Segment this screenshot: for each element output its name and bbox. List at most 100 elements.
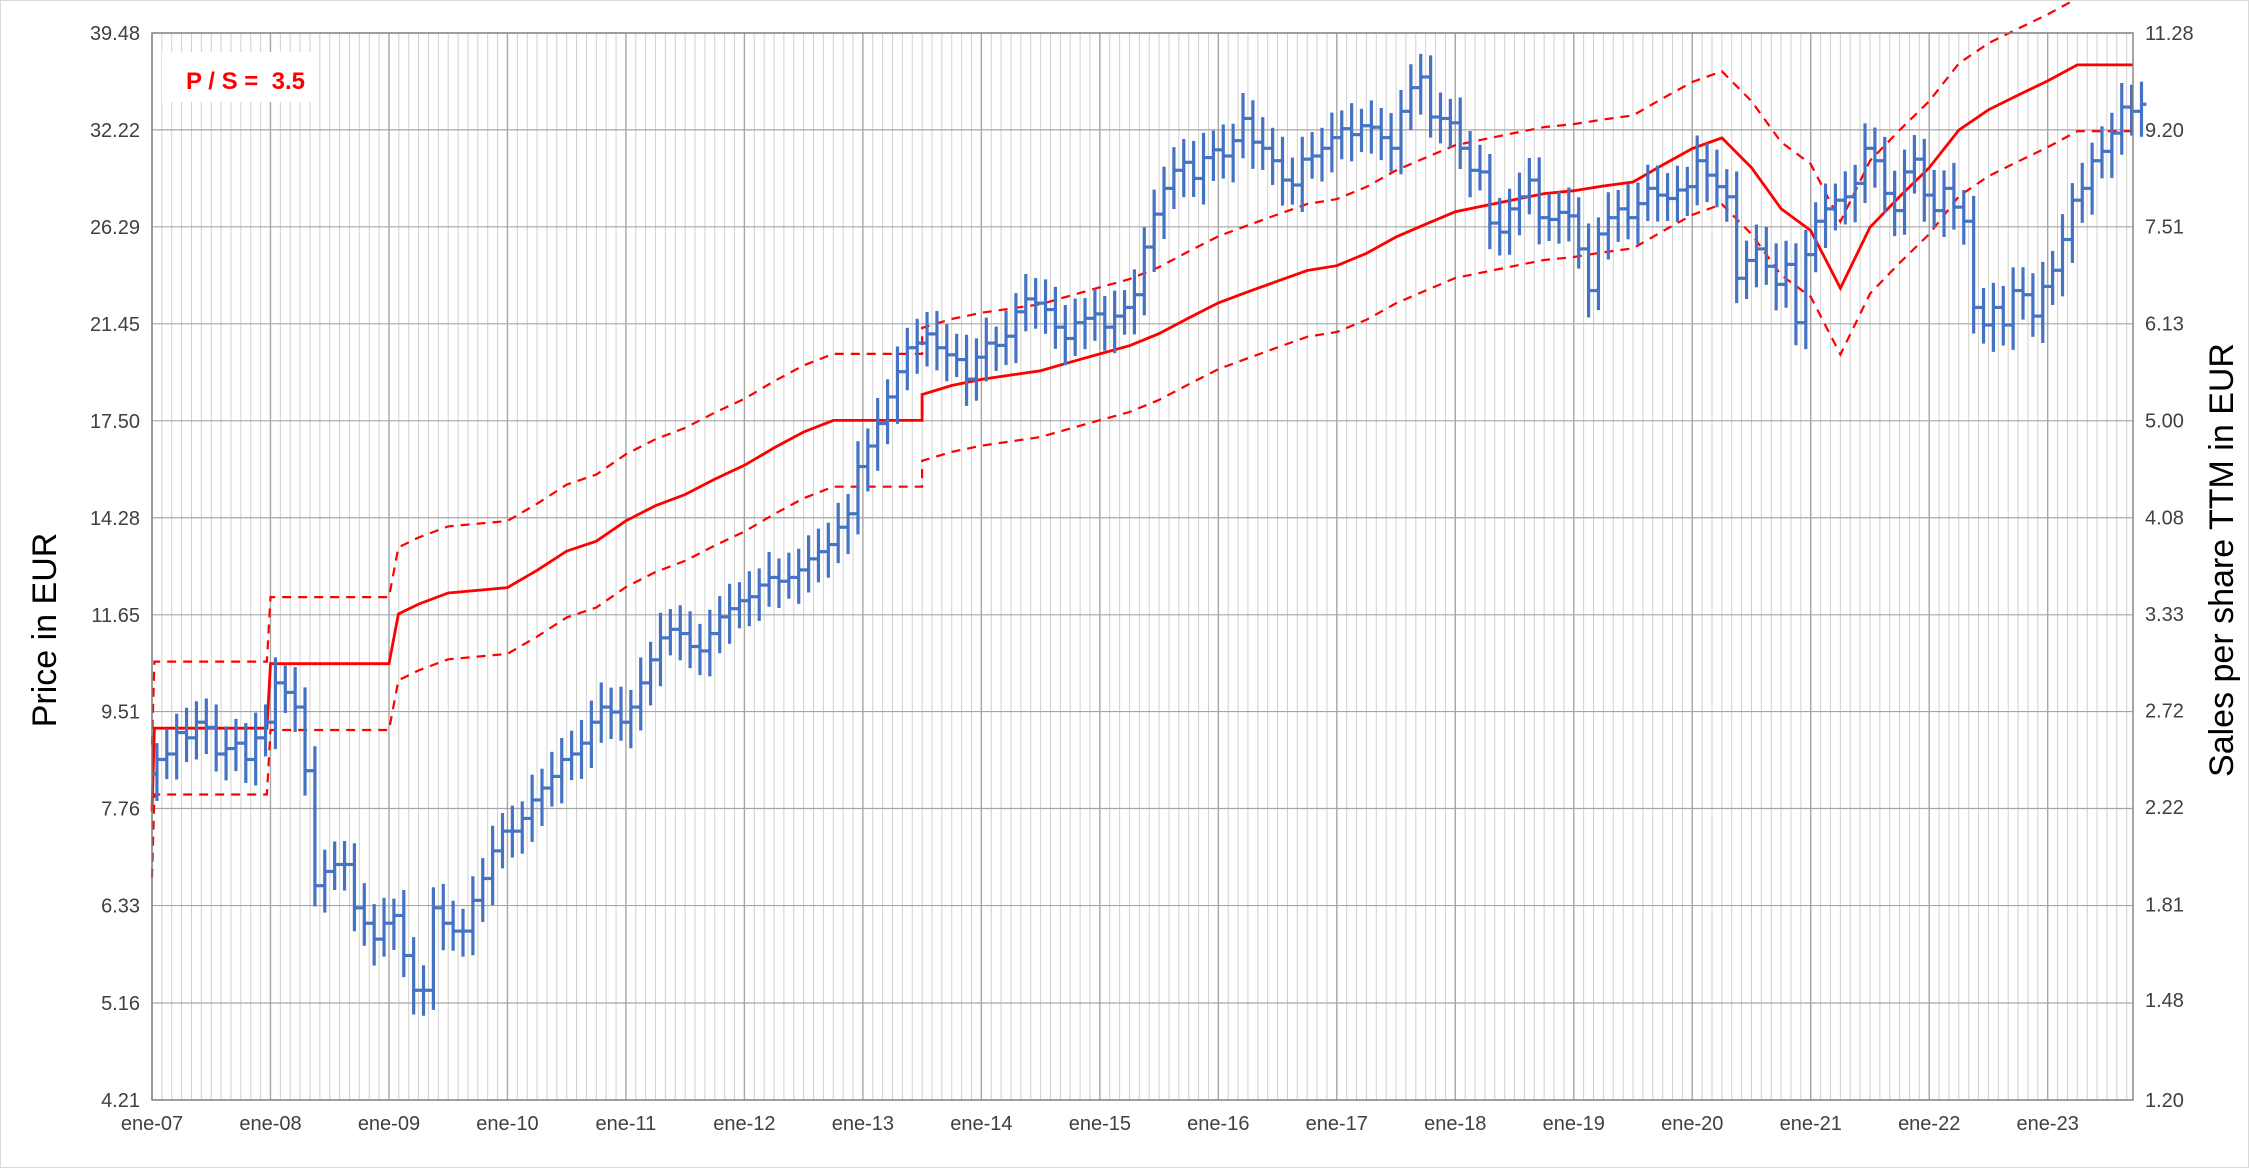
price-bar bbox=[418, 965, 429, 1016]
price-bar bbox=[1781, 240, 1791, 308]
price-bar bbox=[1948, 162, 1959, 230]
price-bar bbox=[2047, 250, 2058, 305]
price-bar bbox=[1307, 132, 1318, 179]
price-bar bbox=[1800, 229, 1811, 350]
price-bar bbox=[1129, 269, 1140, 335]
price-bar bbox=[1929, 169, 1940, 229]
price-bar bbox=[1297, 136, 1308, 212]
price-bar bbox=[1040, 279, 1051, 334]
y-right-tick-label: 2.72 bbox=[2145, 700, 2184, 722]
price-bar bbox=[1751, 224, 1762, 288]
price-bar bbox=[1484, 154, 1495, 250]
y-right-tick-label: 1.81 bbox=[2145, 894, 2184, 916]
price-bar bbox=[1662, 173, 1673, 222]
price-bar bbox=[1721, 169, 1732, 222]
price-bar bbox=[635, 657, 646, 731]
price-bar bbox=[1899, 149, 1910, 235]
price-bar bbox=[1494, 197, 1505, 256]
price-bar bbox=[1267, 127, 1278, 185]
price-bar bbox=[714, 596, 725, 654]
x-tick-label: ene-16 bbox=[1187, 1113, 1249, 1135]
price-bar bbox=[912, 318, 923, 374]
price-bar bbox=[171, 713, 182, 780]
x-tick-label: ene-11 bbox=[596, 1113, 657, 1135]
price-bar bbox=[1504, 188, 1515, 255]
price-bar bbox=[1583, 223, 1594, 318]
price-bar bbox=[1119, 290, 1130, 335]
price-bar bbox=[428, 887, 439, 1010]
price-bar bbox=[290, 667, 301, 732]
price-bar bbox=[1840, 171, 1851, 225]
price-bar bbox=[1277, 136, 1288, 206]
y-left-tick-label: 7.76 bbox=[101, 798, 140, 820]
price-bar bbox=[803, 535, 814, 593]
price-bar bbox=[2027, 273, 2038, 337]
price-bar bbox=[2087, 142, 2098, 215]
price-bar bbox=[645, 641, 656, 706]
price-bar bbox=[734, 582, 745, 629]
price-bar bbox=[1682, 166, 1693, 217]
price-bar bbox=[1326, 112, 1337, 173]
price-bar bbox=[961, 334, 972, 406]
price-bar bbox=[991, 326, 1002, 371]
price-bar bbox=[1534, 157, 1545, 245]
price-bar bbox=[1909, 135, 1920, 194]
price-bar bbox=[1475, 144, 1485, 191]
price-bar bbox=[369, 904, 380, 966]
price-bar bbox=[1524, 157, 1535, 215]
price-bar bbox=[319, 849, 330, 913]
price-bar bbox=[1939, 170, 1949, 238]
y-right-tick-label: 5.00 bbox=[2145, 410, 2184, 432]
price-bar bbox=[1030, 278, 1041, 329]
y-right-tick-label: 2.22 bbox=[2145, 797, 2184, 819]
price-bar bbox=[191, 701, 202, 760]
price-bar bbox=[1257, 117, 1268, 170]
price-bar bbox=[1386, 112, 1397, 172]
x-tick-label: ene-17 bbox=[1306, 1113, 1368, 1135]
price-bar bbox=[754, 568, 765, 621]
price-bar bbox=[616, 686, 626, 741]
price-bar bbox=[260, 704, 271, 757]
price-bar bbox=[872, 398, 883, 471]
price-bar bbox=[813, 528, 824, 583]
price-bar bbox=[1889, 170, 1900, 237]
price-bar bbox=[309, 746, 320, 907]
y-right-tick-label: 6.13 bbox=[2145, 313, 2184, 335]
price-bar bbox=[339, 841, 350, 891]
y-left-tick-label: 32.22 bbox=[90, 120, 140, 142]
price-bar bbox=[1731, 171, 1742, 304]
price-bar bbox=[1652, 165, 1663, 222]
x-tick-label: ene-10 bbox=[476, 1113, 538, 1135]
y-left-tick-label: 17.50 bbox=[90, 411, 140, 433]
price-bar bbox=[1188, 140, 1199, 197]
price-bar bbox=[448, 900, 459, 951]
price-bar bbox=[379, 897, 389, 957]
price-bar bbox=[1208, 130, 1219, 181]
price-bar bbox=[833, 502, 844, 564]
price-bar bbox=[1020, 274, 1031, 332]
price-bar bbox=[1850, 164, 1861, 223]
plot-area-border bbox=[151, 32, 2134, 1101]
price-bar bbox=[250, 712, 261, 786]
price-bar bbox=[1465, 130, 1476, 198]
price-bar bbox=[1702, 143, 1712, 203]
price-bar bbox=[1830, 183, 1841, 231]
price-bar bbox=[1287, 157, 1298, 205]
price-bar bbox=[1346, 103, 1357, 162]
price-bar bbox=[1178, 138, 1189, 198]
price-bar bbox=[724, 583, 735, 644]
price-bar bbox=[359, 883, 370, 946]
price-bar bbox=[1080, 298, 1090, 350]
price-bar bbox=[1968, 195, 1979, 334]
price-bar bbox=[902, 327, 913, 391]
y-axis-left-title: Price in EUR bbox=[26, 533, 64, 728]
price-bar bbox=[398, 889, 409, 978]
price-bar bbox=[1563, 187, 1574, 242]
price-bar bbox=[1198, 132, 1209, 205]
price-bar bbox=[675, 605, 686, 661]
price-bar bbox=[655, 612, 666, 687]
price-bar bbox=[1642, 164, 1653, 222]
price-bar bbox=[2018, 267, 2028, 320]
price-bar bbox=[2077, 162, 2088, 223]
